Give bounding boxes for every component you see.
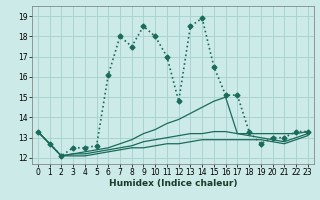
X-axis label: Humidex (Indice chaleur): Humidex (Indice chaleur): [108, 179, 237, 188]
